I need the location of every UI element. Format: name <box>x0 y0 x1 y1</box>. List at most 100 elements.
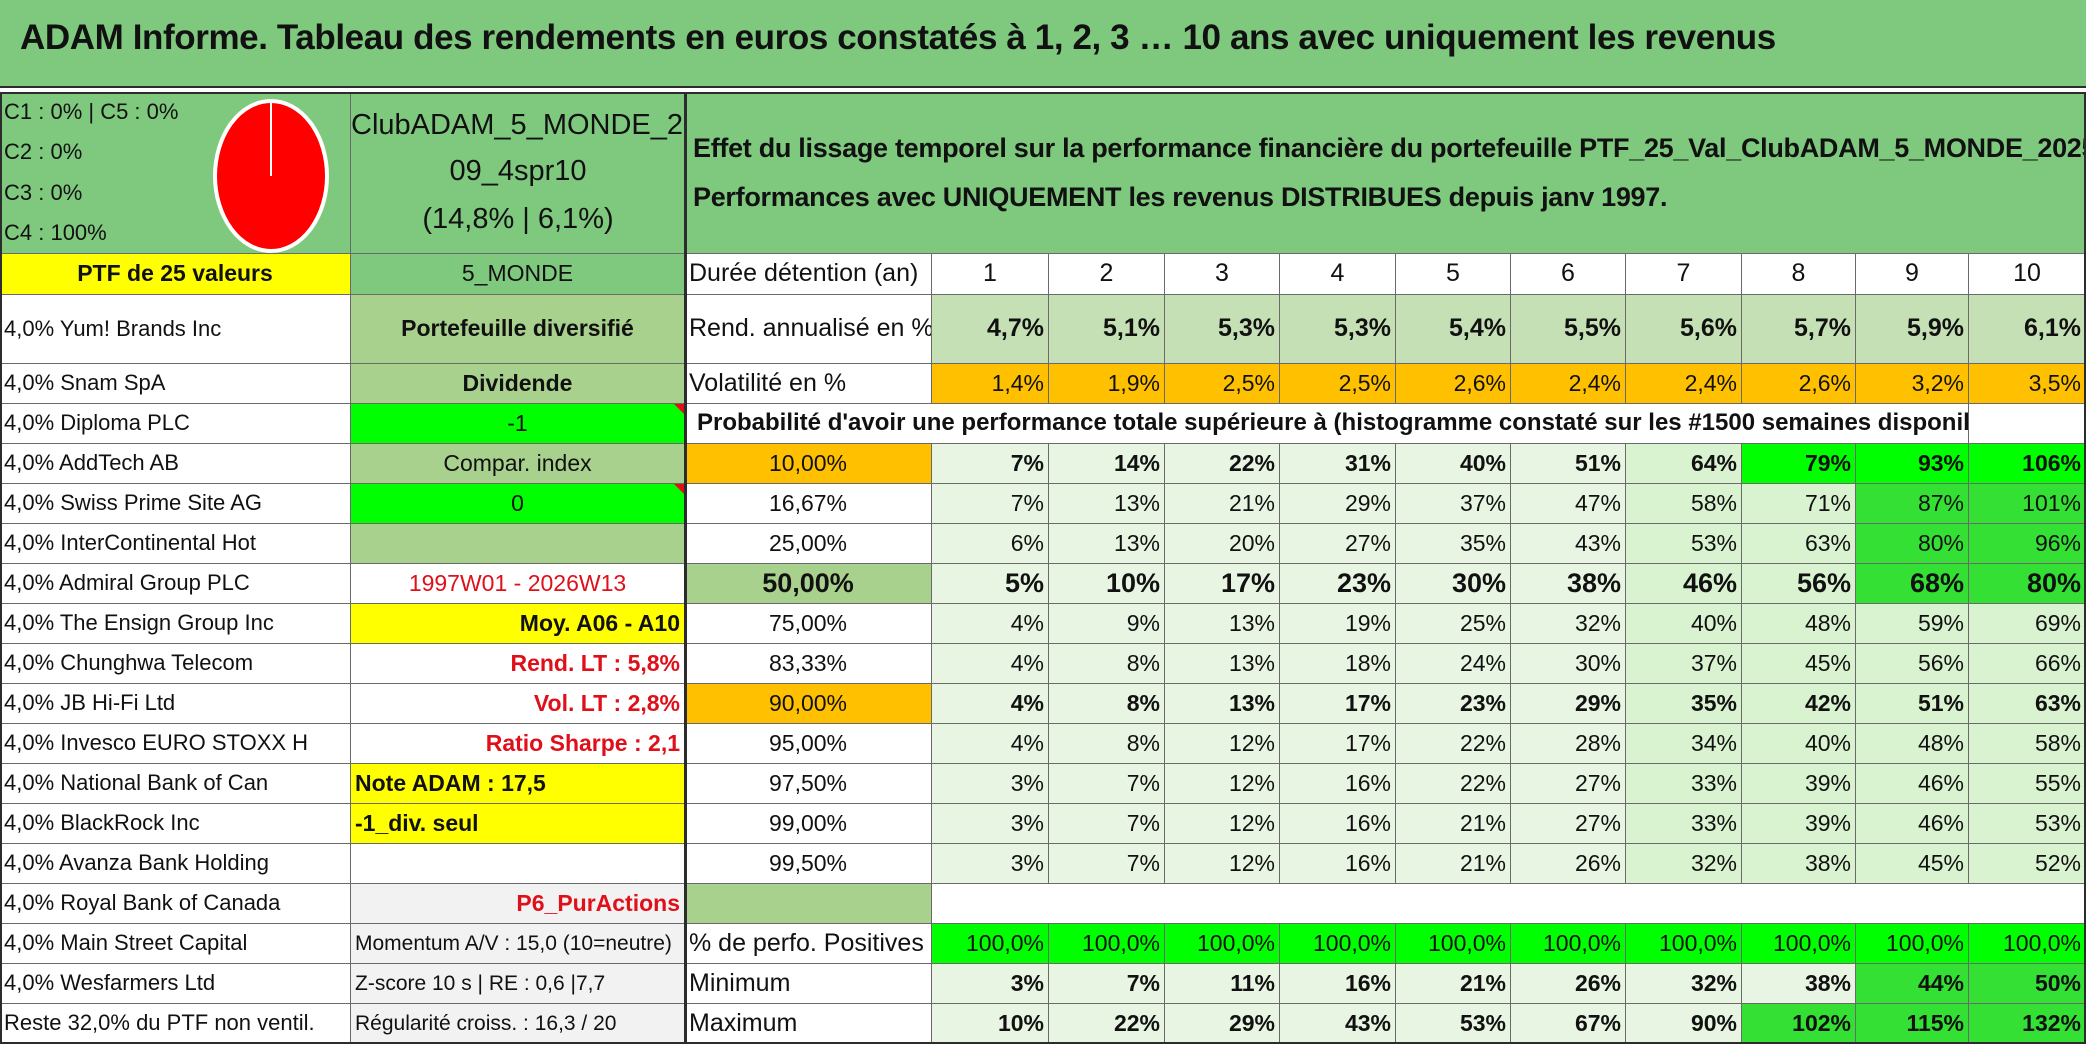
year-header-10[interactable]: 10 <box>1969 254 2086 295</box>
year-header-1[interactable]: 1 <box>932 254 1049 295</box>
probability-threshold[interactable]: 99,50% <box>685 844 932 884</box>
positive-value[interactable]: 100,0% <box>1969 924 2086 964</box>
probability-value[interactable]: 35% <box>1626 684 1742 724</box>
probability-threshold[interactable]: 16,67% <box>685 484 932 524</box>
probability-threshold[interactable]: 83,33% <box>685 644 932 684</box>
minimum-value[interactable]: 26% <box>1511 964 1626 1004</box>
probability-value[interactable]: 13% <box>1165 644 1280 684</box>
year-header-6[interactable]: 6 <box>1511 254 1626 295</box>
probability-value[interactable]: 64% <box>1626 444 1742 484</box>
probability-value[interactable]: 43% <box>1511 524 1626 564</box>
probability-value[interactable]: 55% <box>1969 764 2086 804</box>
probability-value[interactable]: 26% <box>1511 844 1626 884</box>
probability-value[interactable]: 33% <box>1626 804 1742 844</box>
holding-row[interactable]: 4,0% Royal Bank of Canada <box>0 884 351 924</box>
positive-value[interactable]: 100,0% <box>1626 924 1742 964</box>
holding-row[interactable]: 4,0% The Ensign Group Inc <box>0 604 351 644</box>
annual-return-value[interactable]: 5,1% <box>1049 295 1165 364</box>
probability-value[interactable]: 45% <box>1856 844 1969 884</box>
probability-value[interactable]: 7% <box>1049 764 1165 804</box>
probability-value[interactable]: 29% <box>1280 484 1396 524</box>
annual-return-value[interactable]: 5,6% <box>1626 295 1742 364</box>
maximum-value[interactable]: 67% <box>1511 1004 1626 1044</box>
probability-value[interactable]: 63% <box>1969 684 2086 724</box>
probability-value[interactable]: 56% <box>1742 564 1856 604</box>
probability-value[interactable]: 20% <box>1165 524 1280 564</box>
probability-value[interactable]: 23% <box>1396 684 1511 724</box>
probability-value[interactable]: 87% <box>1856 484 1969 524</box>
probability-value[interactable]: 30% <box>1511 644 1626 684</box>
holding-row[interactable]: Reste 32,0% du PTF non ventil. <box>0 1004 351 1044</box>
holding-row[interactable]: 4,0% JB Hi-Fi Ltd <box>0 684 351 724</box>
probability-value[interactable]: 37% <box>1626 644 1742 684</box>
long-term-return[interactable]: Rend. LT : 5,8% <box>351 644 685 684</box>
probability-value[interactable]: 13% <box>1049 484 1165 524</box>
blank-side-cell-2[interactable] <box>351 844 685 884</box>
probability-value[interactable]: 16% <box>1280 804 1396 844</box>
probability-value[interactable]: 106% <box>1969 444 2086 484</box>
probability-value[interactable]: 56% <box>1856 644 1969 684</box>
volatility-value[interactable]: 2,5% <box>1165 364 1280 404</box>
probability-value[interactable]: 7% <box>932 484 1049 524</box>
probability-value[interactable]: 58% <box>1626 484 1742 524</box>
probability-value[interactable]: 8% <box>1049 724 1165 764</box>
probability-label-spare[interactable] <box>1969 404 2086 444</box>
probability-value[interactable]: 7% <box>932 444 1049 484</box>
duration-label[interactable]: Durée détention (an) <box>685 254 932 295</box>
positive-label[interactable]: % de perfo. Positives <box>685 924 932 964</box>
minimum-value[interactable]: 7% <box>1049 964 1165 1004</box>
probability-value[interactable]: 14% <box>1049 444 1165 484</box>
probability-value[interactable]: 58% <box>1969 724 2086 764</box>
holding-row[interactable]: 4,0% Admiral Group PLC <box>0 564 351 604</box>
holding-row[interactable]: 4,0% AddTech AB <box>0 444 351 484</box>
minimum-value[interactable]: 21% <box>1396 964 1511 1004</box>
zscore-cell[interactable]: Z-score 10 s | RE : 0,6 |7,7 <box>351 964 685 1004</box>
probability-value[interactable]: 23% <box>1280 564 1396 604</box>
probability-value[interactable]: 5% <box>932 564 1049 604</box>
probability-value[interactable]: 38% <box>1742 844 1856 884</box>
p6-tail-cell[interactable] <box>685 884 932 924</box>
probability-threshold[interactable]: 10,00% <box>685 444 932 484</box>
holding-row[interactable]: 4,0% National Bank of Can <box>0 764 351 804</box>
probability-value[interactable]: 17% <box>1165 564 1280 604</box>
probability-value[interactable]: 30% <box>1396 564 1511 604</box>
probability-value[interactable]: 38% <box>1511 564 1626 604</box>
annual-return-value[interactable]: 5,9% <box>1856 295 1969 364</box>
maximum-value[interactable]: 29% <box>1165 1004 1280 1044</box>
probability-value[interactable]: 46% <box>1626 564 1742 604</box>
probability-value[interactable]: 40% <box>1742 724 1856 764</box>
probability-value[interactable]: 48% <box>1856 724 1969 764</box>
probability-value[interactable]: 3% <box>932 804 1049 844</box>
long-term-volatility[interactable]: Vol. LT : 2,8% <box>351 684 685 724</box>
positive-value[interactable]: 100,0% <box>932 924 1049 964</box>
probability-threshold[interactable]: 25,00% <box>685 524 932 564</box>
probability-value[interactable]: 33% <box>1626 764 1742 804</box>
probability-value[interactable]: 17% <box>1280 684 1396 724</box>
positive-value[interactable]: 100,0% <box>1165 924 1280 964</box>
probability-value[interactable]: 68% <box>1856 564 1969 604</box>
probability-value[interactable]: 69% <box>1969 604 2086 644</box>
probability-value[interactable]: 21% <box>1396 844 1511 884</box>
probability-threshold[interactable]: 95,00% <box>685 724 932 764</box>
volatility-value[interactable]: 1,9% <box>1049 364 1165 404</box>
positive-value[interactable]: 100,0% <box>1396 924 1511 964</box>
club-cell[interactable]: ClubADAM_5_MONDE_2025 09_4spr10 (14,8% |… <box>351 92 685 254</box>
probability-value[interactable]: 34% <box>1626 724 1742 764</box>
probability-value[interactable]: 12% <box>1165 724 1280 764</box>
probability-value[interactable]: 80% <box>1856 524 1969 564</box>
category-cell[interactable]: P6_PurActions <box>351 884 685 924</box>
probability-value[interactable]: 39% <box>1742 764 1856 804</box>
portfolio-type[interactable]: Portefeuille diversifié <box>351 295 685 364</box>
volatility-value[interactable]: 3,5% <box>1969 364 2086 404</box>
probability-value[interactable]: 22% <box>1396 764 1511 804</box>
volatility-label[interactable]: Volatilité en % <box>685 364 932 404</box>
probability-value[interactable]: 21% <box>1165 484 1280 524</box>
probability-value[interactable]: 59% <box>1856 604 1969 644</box>
probability-value[interactable]: 37% <box>1396 484 1511 524</box>
maximum-value[interactable]: 43% <box>1280 1004 1396 1044</box>
probability-value[interactable]: 51% <box>1511 444 1626 484</box>
probability-value[interactable]: 17% <box>1280 724 1396 764</box>
probability-value[interactable]: 79% <box>1742 444 1856 484</box>
annual-return-value[interactable]: 5,7% <box>1742 295 1856 364</box>
year-header-9[interactable]: 9 <box>1856 254 1969 295</box>
